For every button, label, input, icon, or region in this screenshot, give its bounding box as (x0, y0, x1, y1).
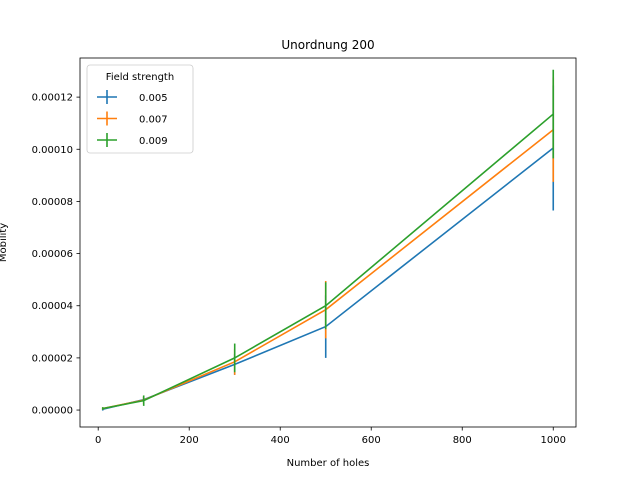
y-axis-label: Mobility (0, 223, 9, 262)
x-tick-label: 1000 (541, 435, 566, 446)
x-axis-label: Number of holes (287, 458, 370, 469)
y-tick-label: 0.00002 (32, 353, 73, 364)
legend-label: 0.005 (139, 93, 168, 104)
y-tick-label: 0.00006 (32, 249, 73, 260)
x-axis: 0 200 400 600 800 1000 (95, 427, 566, 446)
x-tick-label: 800 (453, 435, 472, 446)
y-tick-label: 0.00008 (32, 197, 73, 208)
x-tick-label: 600 (362, 435, 381, 446)
legend-label: 0.009 (139, 136, 168, 147)
x-tick-label: 0 (95, 435, 101, 446)
series-layer (101, 69, 555, 411)
plot-frame (79, 57, 577, 428)
plot-area (79, 57, 577, 428)
legend-label: 0.007 (139, 115, 168, 126)
series-0.009 (101, 69, 555, 410)
legend-item: 0.009 (97, 133, 168, 147)
legend: Field strength 0.005 0.007 0.009 (86, 64, 194, 154)
y-tick-label: 0.00004 (32, 301, 73, 312)
y-tick-label: 0.00000 (32, 406, 73, 417)
legend-box (86, 64, 194, 154)
chart-title: Unordnung 200 (281, 38, 374, 52)
y-tick-label: 0.00012 (32, 93, 73, 104)
x-tick-label: 200 (180, 435, 199, 446)
legend-item: 0.007 (97, 111, 168, 126)
x-tick-label: 400 (271, 435, 290, 446)
y-tick-label: 0.00010 (32, 145, 73, 156)
y-axis: 0.00000 0.00002 0.00004 0.00006 0.00008 0.000… (32, 93, 80, 417)
legend-title: Field strength (106, 72, 174, 83)
legend-item: 0.005 (97, 90, 168, 104)
